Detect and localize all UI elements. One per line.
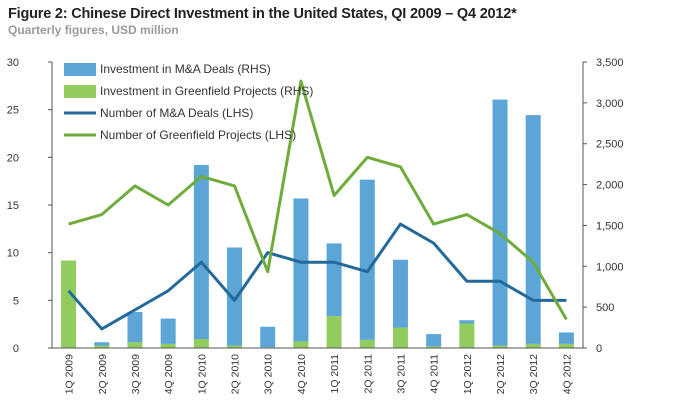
greenfield-bar (194, 339, 209, 348)
greenfield-bar (393, 328, 408, 348)
ma-bar (493, 100, 508, 346)
ma-bar (194, 165, 209, 339)
x-tick-label: 2Q 2010 (230, 354, 242, 394)
ma-bar (360, 180, 375, 340)
legend-swatch (64, 63, 96, 76)
legend-label: Investment in Greenfield Projects (RHS) (100, 84, 313, 98)
ma-bar (559, 332, 574, 343)
greenfield-bar (127, 342, 142, 348)
right-tick-label: 3,500 (596, 57, 624, 69)
ma-bar (393, 260, 408, 328)
x-tick-label: 2Q 2011 (362, 354, 374, 394)
left-tick-label: 0 (13, 343, 19, 355)
left-tick-label: 15 (7, 200, 19, 212)
ma-bar (426, 334, 441, 346)
x-tick-label: 4Q 2009 (163, 354, 175, 394)
ma-bar (459, 320, 474, 323)
left-tick-label: 30 (7, 57, 19, 69)
left-tick-label: 5 (13, 295, 19, 307)
greenfield-bar (559, 344, 574, 348)
left-tick-label: 20 (7, 152, 19, 164)
ma-bar (127, 312, 142, 342)
x-tick-label: 1Q 2010 (196, 354, 208, 394)
left-tick-label: 10 (7, 248, 19, 260)
greenfield-bar (61, 261, 76, 348)
left-axis-ticks: 0 5 10 15 20 25 30 (7, 57, 52, 355)
x-tick-label: 4Q 2012 (561, 354, 573, 394)
x-tick-label: 3Q 2010 (263, 354, 275, 394)
x-tick-label: 1Q 2012 (462, 354, 474, 394)
x-tick-label: 2Q 2012 (495, 354, 507, 394)
ma-bar (526, 115, 541, 344)
right-tick-label: 2,500 (596, 139, 624, 151)
x-tick-label: 1Q 2009 (64, 354, 76, 394)
ma-bar (161, 319, 176, 344)
ma-bar (260, 327, 275, 347)
legend-label: Number of M&A Deals (LHS) (100, 106, 253, 120)
right-tick-label: 1,000 (596, 261, 624, 273)
ma-bar (293, 198, 308, 341)
x-axis-labels: 1Q 2009 2Q 2009 3Q 2009 4Q 2009 1Q 2010 2Q 20… (64, 354, 574, 394)
right-tick-label: 0 (596, 343, 602, 355)
x-tick-label: 2Q 2009 (97, 354, 109, 394)
legend-label: Number of Greenfield Projects (LHS) (100, 128, 296, 142)
ma-deals-line (69, 224, 567, 329)
greenfield-bar (327, 316, 342, 348)
right-tick-label: 500 (596, 302, 614, 314)
greenfield-bar (360, 340, 375, 348)
right-tick-label: 3,000 (596, 98, 624, 110)
chart-canvas: 0 5 10 15 20 25 30 0 500 1,000 1,500 2,000 2,500 3,0… (0, 0, 679, 403)
right-tick-label: 2,000 (596, 180, 624, 192)
legend-label: Investment in M&A Deals (RHS) (100, 62, 271, 76)
ma-bar (327, 243, 342, 316)
x-tick-label: 4Q 2010 (296, 354, 308, 394)
left-tick-label: 25 (7, 105, 19, 117)
right-axis-ticks: 0 500 1,000 1,500 2,000 2,500 3,000 3,500 (583, 57, 624, 355)
legend: Investment in M&A Deals (RHS) Investment … (64, 62, 313, 142)
x-tick-label: 3Q 2009 (130, 354, 142, 394)
x-tick-label: 3Q 2012 (528, 354, 540, 394)
greenfield-bar (526, 344, 541, 348)
x-tick-label: 3Q 2011 (395, 354, 407, 394)
x-tick-label: 4Q 2011 (429, 354, 441, 394)
greenfield-bar (293, 341, 308, 348)
legend-swatch (64, 85, 96, 98)
x-tick-label: 1Q 2011 (329, 354, 341, 394)
greenfield-bar (161, 344, 176, 348)
ma-bar (94, 342, 109, 345)
greenfield-bar (459, 323, 474, 348)
right-tick-label: 1,500 (596, 220, 624, 232)
